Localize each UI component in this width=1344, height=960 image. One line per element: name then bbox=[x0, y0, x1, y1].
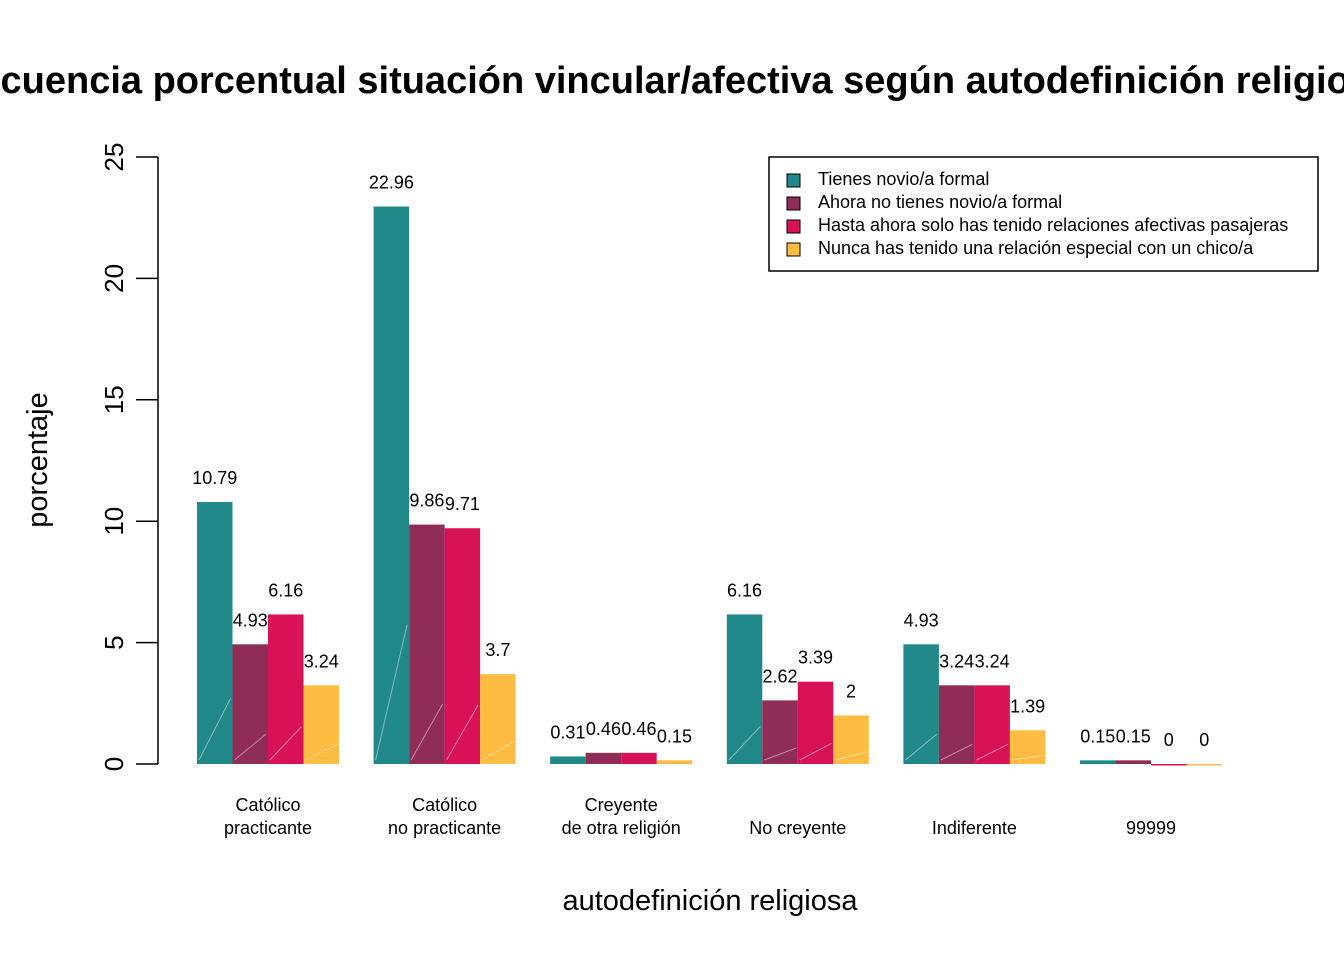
legend-swatch bbox=[786, 196, 801, 211]
bar bbox=[585, 752, 622, 764]
bar bbox=[833, 715, 869, 764]
bar bbox=[797, 681, 834, 764]
x-tick-label: Creyente bbox=[585, 795, 658, 815]
legend-label: Hasta ahora solo has tenido relaciones a… bbox=[818, 215, 1288, 235]
data-label: 3.24 bbox=[304, 651, 339, 671]
data-label: 2.62 bbox=[763, 666, 798, 686]
legend-swatch bbox=[786, 173, 801, 188]
bar bbox=[1080, 760, 1116, 764]
data-label: 3.24 bbox=[975, 651, 1010, 671]
bar bbox=[726, 614, 763, 764]
chart-title: frecuencia porcentual situación vincular… bbox=[0, 60, 1344, 102]
legend-box bbox=[768, 156, 1319, 272]
data-label: 0.15 bbox=[657, 726, 692, 746]
bar bbox=[268, 614, 304, 764]
data-label: 3.39 bbox=[798, 648, 833, 668]
bar bbox=[373, 206, 410, 765]
bar-hatch bbox=[375, 624, 408, 761]
data-label: 10.79 bbox=[192, 468, 237, 488]
bar bbox=[938, 685, 975, 764]
y-tick-label: 15 bbox=[99, 385, 129, 414]
bar bbox=[1009, 730, 1046, 764]
bar-hatch bbox=[410, 703, 444, 761]
data-label: 1.39 bbox=[1010, 696, 1045, 716]
legend-swatch bbox=[786, 242, 801, 257]
x-tick-label: no practicante bbox=[388, 818, 501, 838]
bar bbox=[762, 700, 798, 764]
legend: Tienes novio/a formal Ahora no tienes nov… bbox=[768, 156, 1319, 272]
y-tick-label: 10 bbox=[99, 507, 129, 536]
bar-hatch bbox=[446, 704, 479, 761]
bar-hatch bbox=[269, 726, 302, 761]
bar-hatch bbox=[198, 698, 231, 761]
data-label: 4.93 bbox=[904, 610, 939, 630]
x-axis-ticks: Católico practicante Católico no practicant… bbox=[224, 795, 1176, 838]
data-label: 0.46 bbox=[621, 719, 656, 739]
data-label: 0 bbox=[1164, 730, 1174, 750]
legend-swatch bbox=[786, 219, 801, 234]
bar bbox=[232, 644, 268, 764]
bar bbox=[1186, 764, 1222, 766]
data-label: 0.31 bbox=[550, 722, 585, 742]
bar-hatch bbox=[976, 743, 1009, 761]
bar-hatch bbox=[305, 743, 338, 761]
data-label: 0 bbox=[1199, 730, 1209, 750]
y-tick-label: 5 bbox=[99, 635, 129, 649]
data-label: 6.16 bbox=[727, 580, 762, 600]
bar bbox=[1115, 760, 1151, 764]
bar-hatch bbox=[234, 733, 267, 761]
bars-group bbox=[197, 206, 1222, 766]
legend-label: Tienes novio/a formal bbox=[818, 169, 989, 189]
x-tick-label: Católico bbox=[412, 795, 477, 815]
x-tick-label: Católico bbox=[235, 795, 300, 815]
data-label: 0.46 bbox=[586, 719, 621, 739]
bar bbox=[550, 756, 586, 764]
bar bbox=[974, 685, 1010, 764]
legend-label: Nunca has tenido una relación especial c… bbox=[818, 238, 1254, 258]
bar-hatch bbox=[799, 742, 832, 761]
x-tick-label: 99999 bbox=[1126, 818, 1176, 838]
bar-hatch bbox=[835, 751, 867, 761]
y-tick-label: 25 bbox=[99, 143, 129, 172]
bar-hatch bbox=[728, 726, 761, 761]
bar bbox=[444, 528, 481, 764]
x-tick-label: Indiferente bbox=[932, 818, 1017, 838]
y-axis: 0 5 10 15 20 25 bbox=[99, 143, 159, 771]
bar-hatch bbox=[905, 733, 938, 761]
x-tick-label: No creyente bbox=[749, 818, 846, 838]
data-label: 3.24 bbox=[939, 651, 974, 671]
x-tick-label: practicante bbox=[224, 818, 312, 838]
bar-hatch bbox=[481, 741, 514, 761]
data-label: 22.96 bbox=[369, 173, 414, 193]
bar-hatch bbox=[940, 743, 973, 761]
bar bbox=[621, 752, 657, 764]
y-tick-label: 20 bbox=[99, 264, 129, 293]
bar bbox=[303, 685, 339, 764]
bar-hatch bbox=[764, 747, 796, 761]
x-tick-label: de otra religión bbox=[562, 818, 681, 838]
data-label: 6.16 bbox=[268, 580, 303, 600]
bar bbox=[197, 502, 233, 764]
bar bbox=[903, 644, 939, 764]
bar bbox=[409, 524, 445, 764]
data-label: 4.93 bbox=[233, 610, 268, 630]
data-label: 9.86 bbox=[409, 491, 444, 511]
y-axis-title: porcentaje bbox=[22, 392, 54, 527]
data-label: 9.71 bbox=[445, 494, 480, 514]
y-tick-label: 0 bbox=[99, 757, 129, 771]
data-label: 0.15 bbox=[1116, 726, 1151, 746]
bar bbox=[480, 674, 516, 764]
x-axis-title: autodefinición religiosa bbox=[562, 885, 858, 917]
legend-label: Ahora no tienes novio/a formal bbox=[818, 192, 1062, 212]
data-label: 2 bbox=[846, 681, 856, 701]
bar bbox=[1151, 764, 1187, 766]
data-label: 3.7 bbox=[485, 640, 510, 660]
bar-hatch bbox=[1011, 755, 1044, 761]
data-label: 0.15 bbox=[1080, 726, 1115, 746]
bar bbox=[656, 760, 693, 764]
